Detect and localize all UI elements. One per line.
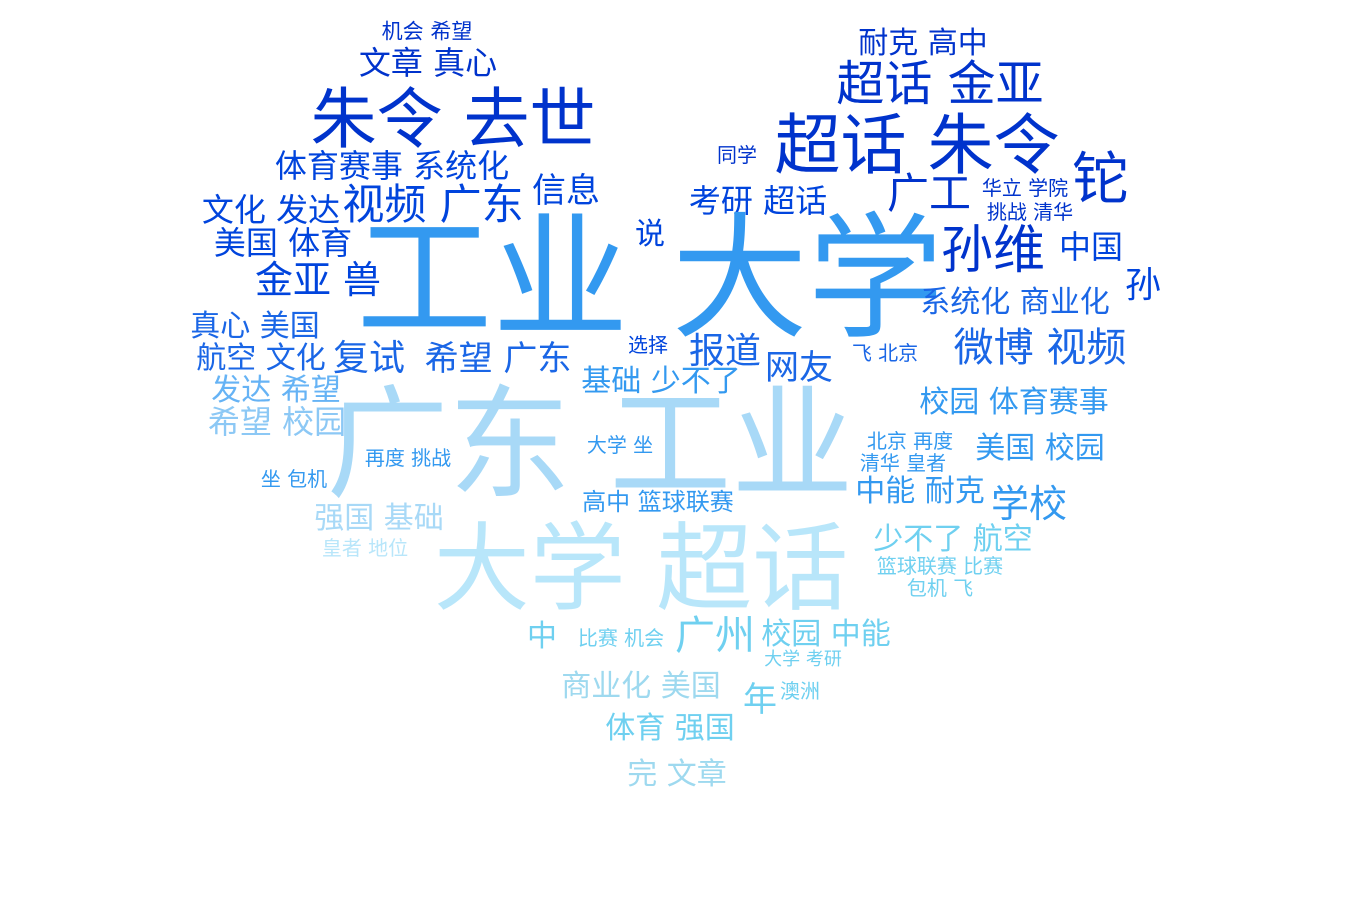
word: 商业化 美国: [561, 669, 721, 704]
word: 中: [527, 619, 557, 654]
word: 广工: [886, 169, 972, 218]
word: 孙维: [940, 221, 1046, 281]
word: 航空 文化: [196, 341, 326, 376]
word: 体育 强国: [605, 711, 735, 746]
word: 说: [635, 217, 665, 252]
word: 中能 耐克: [855, 474, 985, 509]
word: 皇者 地位: [321, 536, 409, 560]
word: 挑战 清华: [986, 200, 1074, 224]
word: 机会 希望: [381, 19, 473, 44]
word: 报道: [688, 331, 762, 372]
word: 包机 飞: [906, 576, 974, 600]
word: 微博 视频: [953, 325, 1127, 371]
word: 坐 包机: [260, 467, 328, 491]
word: 广州: [675, 613, 755, 659]
word: 强国 基础: [314, 501, 444, 536]
word: 再度 挑战: [364, 446, 452, 470]
word: 金亚 兽: [254, 258, 382, 302]
word: 高中 篮球联赛: [582, 488, 734, 516]
word: 北京 再度: [866, 429, 954, 453]
word: 大学 坐: [586, 433, 654, 457]
word: 华立 学院: [981, 176, 1069, 200]
word: 澳洲: [780, 679, 820, 703]
word: 完 文章: [627, 757, 727, 792]
word: 选择: [628, 333, 668, 357]
word: 铊: [1072, 147, 1128, 212]
word: 基础 少不了: [581, 364, 741, 399]
word: 美国 体育: [213, 224, 353, 262]
word: 系统化 商业化: [920, 285, 1110, 320]
word: 少不了 航空: [873, 522, 1033, 557]
word: 视频 广东: [342, 180, 524, 229]
word: 大学 考研: [764, 649, 842, 670]
word: 希望 校园: [207, 403, 347, 441]
word: 希望 广东: [424, 339, 572, 379]
word: 复试: [332, 338, 406, 379]
word: 朱令 去世: [310, 81, 596, 158]
word: 超话 朱令: [774, 107, 1060, 184]
word: 广东 工业: [326, 374, 854, 516]
word: 体育赛事 系统化: [274, 147, 510, 185]
word: 校园 体育赛事: [919, 385, 1109, 420]
word: 篮球联赛 比赛: [876, 554, 1004, 578]
word: 文化 发达: [201, 191, 341, 229]
word: 学校: [990, 482, 1068, 526]
word: 比赛 机会: [577, 626, 665, 650]
word: 校园 中能: [761, 617, 891, 652]
word: 孙: [1124, 265, 1162, 306]
word: 文章 真心: [358, 44, 498, 82]
word: 发达 希望: [211, 373, 341, 408]
word: 超话 金亚: [836, 56, 1044, 112]
word: 大学 超话: [433, 513, 849, 625]
word: 同学: [717, 143, 757, 167]
word: 工业 大学: [356, 201, 944, 359]
word: 美国 校园: [975, 431, 1105, 466]
word: 清华 皇者: [859, 451, 947, 475]
word: 中国: [1058, 228, 1124, 266]
word: 考研 超话: [688, 182, 828, 220]
word: 网友: [765, 348, 833, 388]
word: 年: [743, 680, 777, 720]
word: 信息: [532, 171, 600, 211]
word: 飞 北京: [851, 341, 919, 365]
word: 耐克 高中: [858, 26, 988, 61]
word: 真心 美国: [190, 309, 320, 344]
